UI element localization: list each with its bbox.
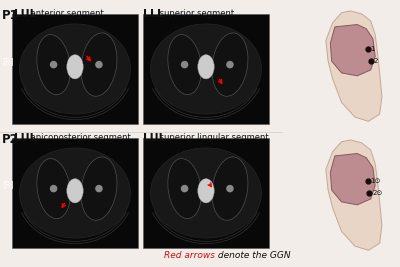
Text: superior segment: superior segment [157,9,234,18]
Text: superior lingular segment: superior lingular segment [157,133,268,142]
Ellipse shape [67,55,83,79]
Ellipse shape [81,157,117,220]
Text: Red arrows: Red arrows [164,250,215,260]
Circle shape [181,185,188,193]
Text: apicoposterior segment: apicoposterior segment [28,133,131,142]
Text: [R]: [R] [2,180,13,190]
Text: denote the GGN: denote the GGN [215,250,291,260]
Ellipse shape [212,157,248,220]
Ellipse shape [67,179,83,203]
Ellipse shape [168,159,201,219]
Ellipse shape [150,24,262,114]
Bar [12,138,138,248]
Polygon shape [330,154,375,205]
Text: P2: P2 [2,133,19,146]
Ellipse shape [20,148,130,238]
Circle shape [226,185,234,193]
Bar [12,14,138,124]
Circle shape [50,185,57,193]
Text: LUL: LUL [143,133,166,143]
Ellipse shape [37,34,70,95]
Circle shape [95,185,103,193]
Circle shape [50,61,57,68]
Circle shape [181,61,188,68]
Circle shape [95,61,103,68]
Text: 2: 2 [374,58,378,64]
Ellipse shape [37,159,70,219]
Ellipse shape [168,34,201,95]
Ellipse shape [198,55,214,79]
Text: 1⊙: 1⊙ [370,178,381,184]
Circle shape [226,61,234,68]
Text: LUL: LUL [14,9,37,19]
Ellipse shape [198,179,214,203]
Text: LUL: LUL [14,133,37,143]
Bar [143,14,269,124]
Ellipse shape [212,33,248,96]
Bar [143,138,269,248]
Text: P1: P1 [2,9,19,22]
Text: 2⊙: 2⊙ [372,190,382,196]
Polygon shape [326,140,382,250]
Text: LLL: LLL [143,9,164,19]
Text: 1: 1 [370,46,375,52]
Polygon shape [326,11,382,121]
Ellipse shape [150,148,262,238]
Polygon shape [330,25,375,76]
Text: [R]: [R] [2,57,13,66]
Ellipse shape [81,33,117,96]
Ellipse shape [20,24,130,114]
Text: anterior segment: anterior segment [28,9,104,18]
